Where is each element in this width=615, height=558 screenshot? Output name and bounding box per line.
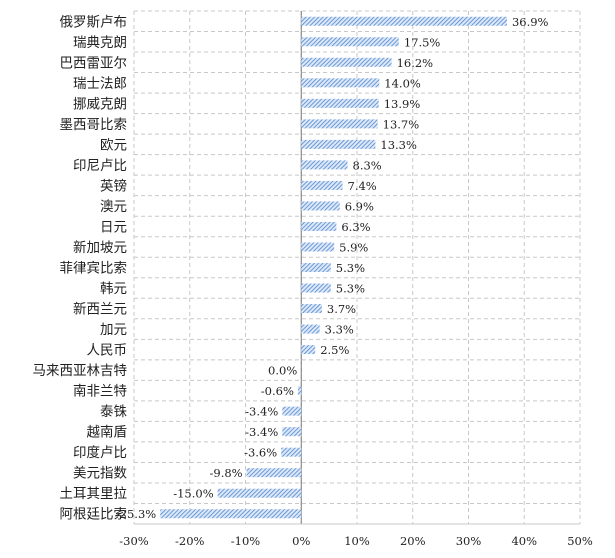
bar bbox=[301, 221, 337, 231]
category-label: 澳元 bbox=[100, 199, 127, 215]
category-label: 日元 bbox=[100, 219, 127, 235]
bar bbox=[301, 201, 340, 211]
value-label: 6.3% bbox=[341, 220, 370, 234]
category-label: 韩元 bbox=[100, 281, 127, 297]
grid-lines bbox=[133, 10, 581, 525]
value-label: -3.6% bbox=[244, 446, 277, 460]
bar bbox=[301, 324, 320, 334]
bar bbox=[297, 386, 302, 396]
x-tick-label: 20% bbox=[400, 534, 426, 548]
category-label: 印尼卢比 bbox=[73, 158, 127, 174]
x-tick-label: -30% bbox=[119, 534, 149, 548]
bar bbox=[301, 160, 348, 170]
category-label: 新西兰元 bbox=[73, 302, 127, 318]
bar bbox=[301, 37, 399, 47]
value-label: -0.6% bbox=[261, 384, 294, 398]
category-label: 瑞士法郎 bbox=[73, 76, 127, 92]
bar bbox=[301, 119, 378, 129]
value-label: 3.3% bbox=[325, 323, 354, 337]
bar bbox=[160, 509, 302, 519]
bar bbox=[301, 345, 316, 355]
category-label: 墨西哥比索 bbox=[60, 117, 128, 133]
bar bbox=[301, 180, 343, 190]
bar bbox=[246, 468, 302, 478]
value-label: -3.4% bbox=[245, 405, 278, 419]
bar bbox=[301, 98, 379, 108]
value-label: 8.3% bbox=[353, 158, 382, 172]
bars bbox=[160, 16, 507, 519]
category-label: 俄罗斯卢布 bbox=[60, 14, 128, 30]
category-label: 英镑 bbox=[100, 177, 127, 194]
category-label: 欧元 bbox=[100, 137, 127, 153]
bar bbox=[301, 304, 322, 314]
value-label: 14.0% bbox=[384, 76, 421, 90]
x-tick-label: -20% bbox=[175, 534, 205, 548]
category-label: 人民币 bbox=[87, 343, 128, 359]
category-label: 印度卢比 bbox=[73, 445, 127, 461]
x-tick-label: 50% bbox=[567, 534, 593, 548]
bar bbox=[301, 57, 392, 67]
x-tick-label: 0% bbox=[292, 534, 310, 548]
category-label: 马来西亚林吉特 bbox=[33, 363, 128, 379]
bar bbox=[301, 16, 507, 26]
x-tick-label: 10% bbox=[344, 534, 370, 548]
x-tick-label: 30% bbox=[456, 534, 482, 548]
category-label: 加元 bbox=[100, 322, 127, 338]
category-label: 泰铢 bbox=[100, 404, 127, 420]
value-label: 5.3% bbox=[336, 261, 365, 275]
bar bbox=[301, 242, 335, 252]
value-label: 13.9% bbox=[384, 97, 421, 111]
bar bbox=[301, 139, 376, 149]
category-label: 巴西雷亚尔 bbox=[60, 55, 128, 71]
value-label: -25.3% bbox=[116, 507, 156, 521]
category-label: 阿根廷比索 bbox=[60, 507, 128, 523]
bar bbox=[301, 78, 380, 88]
value-label: -9.8% bbox=[210, 466, 243, 480]
category-label: 瑞典克朗 bbox=[73, 35, 127, 51]
bar bbox=[301, 283, 331, 293]
value-label: 6.9% bbox=[345, 199, 374, 213]
value-label: 0.0% bbox=[268, 364, 297, 378]
category-label: 土耳其里拉 bbox=[60, 486, 128, 502]
labels: -30% -20% -10% 0% 10% 20% 30% 40% 50% 俄罗斯卢布 36.9% 瑞… bbox=[33, 14, 593, 548]
bar bbox=[301, 263, 331, 272]
value-label: 5.9% bbox=[339, 240, 368, 254]
value-label: 13.7% bbox=[383, 117, 420, 131]
value-label: 17.5% bbox=[404, 35, 441, 49]
category-label: 美元指数 bbox=[73, 466, 127, 482]
x-tick-label: -10% bbox=[231, 534, 261, 548]
value-label: 5.3% bbox=[336, 282, 365, 296]
value-label: 2.5% bbox=[320, 343, 349, 357]
category-label: 新加坡元 bbox=[73, 240, 127, 256]
value-label: 16.2% bbox=[397, 56, 434, 70]
category-label: 越南盾 bbox=[87, 425, 128, 441]
value-label: 13.3% bbox=[380, 138, 417, 152]
category-label: 菲律宾比索 bbox=[60, 261, 128, 277]
bar bbox=[282, 406, 302, 416]
value-label: -15.0% bbox=[173, 487, 213, 501]
category-label: 挪威克朗 bbox=[73, 96, 127, 112]
category-label: 南非兰特 bbox=[73, 384, 127, 400]
bar bbox=[282, 427, 302, 437]
value-label: -3.4% bbox=[245, 425, 278, 439]
bar bbox=[281, 447, 302, 457]
bar bbox=[217, 488, 302, 498]
value-label: 7.4% bbox=[348, 179, 377, 193]
x-tick-label: 40% bbox=[511, 534, 537, 548]
value-label: 3.7% bbox=[327, 302, 356, 316]
value-label: 36.9% bbox=[512, 15, 549, 29]
